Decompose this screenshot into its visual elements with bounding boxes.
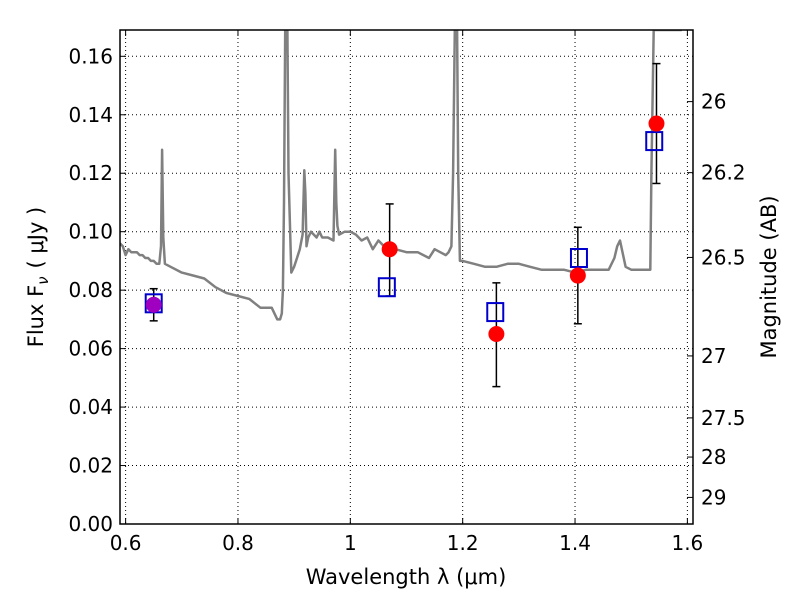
y2-axis-ticks: 26 26.2 26.5 27 27.5 28 29 <box>687 90 746 509</box>
y-tick-label: 0.10 <box>68 220 113 244</box>
y-tick-label: 0.02 <box>68 454 113 478</box>
y2-tick-label: 26.2 <box>701 161 746 185</box>
y-tick-label: 0.16 <box>68 44 113 68</box>
x-tick-label: 1.4 <box>559 531 591 555</box>
model-point-square <box>645 131 664 152</box>
y-tick-label: 0.08 <box>68 278 113 302</box>
model-point-square <box>569 248 588 268</box>
x-axis-title: Wavelength λ (μm) <box>306 565 507 589</box>
y-axis-title: Flux Fν ( μJy ) <box>24 207 52 348</box>
y2-tick-label: 26.5 <box>701 245 746 269</box>
observed-point-circle <box>488 326 505 342</box>
observed-point-circle <box>145 296 162 313</box>
observed-point-circle <box>648 115 665 132</box>
y-tick-label: 0.14 <box>68 103 113 127</box>
y2-tick-label: 27 <box>701 344 726 368</box>
y-axis-title-main: Flux F <box>24 285 48 347</box>
x-tick-label: 0.6 <box>110 531 142 555</box>
x-tick-label: 1.2 <box>447 531 479 555</box>
observed-photometry-markers <box>145 115 665 342</box>
y-axis-ticks: 0.00 0.02 0.04 0.06 0.08 0.10 0.12 0.14 0.16 <box>68 44 126 536</box>
y-tick-label: 0.00 <box>68 512 113 536</box>
x-tick-label: 1.6 <box>671 531 703 555</box>
y2-tick-label: 26 <box>701 90 726 114</box>
x-axis-ticks: 0.6 0.8 1 1.2 1.4 1.6 <box>110 30 703 555</box>
y-tick-label: 0.06 <box>68 337 113 361</box>
observed-point-circle <box>569 267 586 284</box>
y2-tick-label: 27.5 <box>701 406 746 430</box>
model-spectrum-line <box>120 30 682 321</box>
y-tick-label: 0.04 <box>68 395 113 419</box>
y2-tick-label: 28 <box>701 445 726 469</box>
y2-axis-title: Magnitude (AB) <box>757 195 781 358</box>
x-tick-label: 0.8 <box>222 531 254 555</box>
model-point-square <box>377 277 396 298</box>
y-tick-label: 0.12 <box>68 161 113 185</box>
observed-point-circle <box>381 241 398 258</box>
plot-frame <box>119 29 694 525</box>
y2-tick-label: 29 <box>701 485 726 509</box>
y-axis-title-unit: ( μJy ) <box>24 207 48 269</box>
x-tick-label: 1 <box>344 531 357 555</box>
y-axis-title-subscript: ν <box>34 276 52 284</box>
model-point-square <box>486 302 505 323</box>
